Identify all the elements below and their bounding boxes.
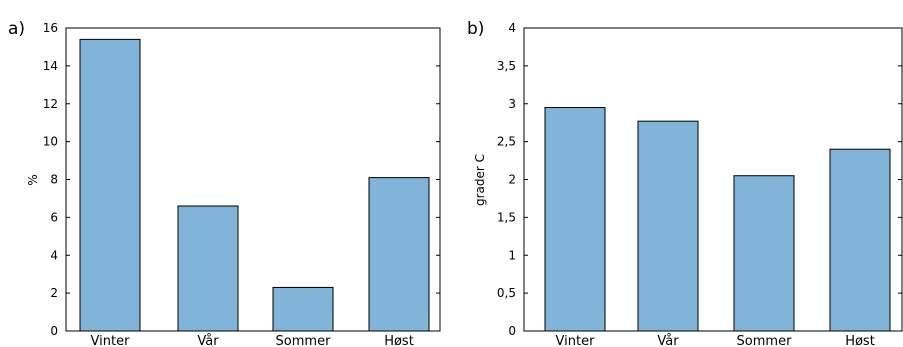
bar-a-1 [177, 205, 239, 332]
panel-label-a: a) [8, 19, 25, 39]
y-tick-label: 1 [508, 248, 516, 262]
x-categories-a: Vinter Vår Sommer Høst [91, 334, 414, 347]
y-tick-label: 0,5 [497, 286, 516, 300]
panel-label-b: b) [467, 19, 484, 39]
y-tick-label: 6 [50, 210, 58, 224]
chart-panel-b: b) grader C 0 0,5 1 1,5 2 2,5 3 3,5 4 Vinter Vår S… [467, 19, 903, 347]
y-tick-label: 14 [43, 59, 58, 73]
bar-b-0 [544, 107, 606, 332]
bar-b-2 [733, 175, 795, 332]
bar-a-0 [79, 38, 141, 332]
x-category-label: Vår [657, 334, 679, 347]
y-tick-label: 8 [50, 173, 58, 187]
x-category-label: Høst [384, 334, 414, 347]
bar-a-3 [368, 177, 430, 332]
bar-a-2 [272, 286, 334, 332]
y-tick-label: 2 [508, 173, 516, 187]
y-tick-label: 0 [50, 324, 58, 338]
bars-a [79, 38, 430, 332]
y-tick-label: 3,5 [497, 59, 516, 73]
y-tick-label: 4 [50, 248, 58, 262]
plot-frame-a [65, 27, 441, 332]
bars-b [544, 107, 891, 332]
x-category-label: Sommer [737, 334, 793, 347]
x-category-label: Vinter [91, 334, 131, 347]
x-category-label: Vår [197, 334, 219, 347]
x-category-label: Sommer [276, 334, 332, 347]
chart-panel-a: a) % 0 2 4 6 8 10 12 14 16 Vinter Vår Sommer Høst [8, 19, 441, 347]
y-tick-label: 0 [508, 324, 516, 338]
y-tick-label: 12 [43, 97, 58, 111]
bar-b-3 [829, 148, 891, 332]
y-tick-label: 1,5 [497, 210, 516, 224]
y-axis-title-a: % [26, 174, 40, 185]
x-categories-b: Vinter Vår Sommer Høst [556, 334, 875, 347]
y-tick-label: 2 [50, 286, 58, 300]
plot-frame-b [523, 27, 903, 332]
x-category-label: Høst [845, 334, 875, 347]
y-axis-title-b: grader C [473, 154, 487, 206]
y-ticks-b: 0 0,5 1 1,5 2 2,5 3 3,5 4 [497, 21, 902, 338]
y-tick-label: 16 [43, 21, 58, 35]
y-tick-label: 10 [43, 135, 58, 149]
y-tick-label: 3 [508, 97, 516, 111]
y-tick-label: 4 [508, 21, 516, 35]
x-category-label: Vinter [556, 334, 596, 347]
bar-b-1 [637, 120, 699, 332]
y-tick-label: 2,5 [497, 135, 516, 149]
